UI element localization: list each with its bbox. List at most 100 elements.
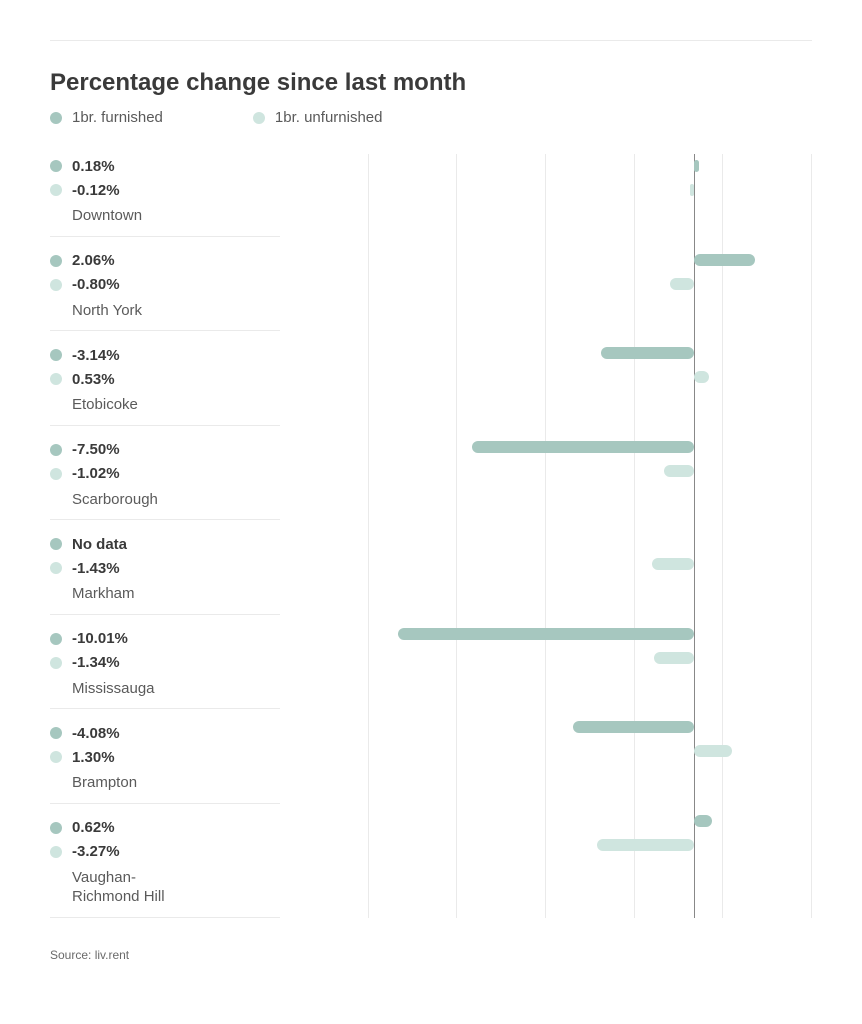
labels-column: 0.18%-0.12%Downtown2.06%-0.80%North York… bbox=[50, 154, 280, 918]
bar-row-furnished bbox=[280, 622, 812, 646]
region-labels: 0.18%-0.12%Downtown bbox=[50, 154, 280, 237]
bar-row-furnished bbox=[280, 154, 812, 178]
bar-furnished bbox=[398, 628, 694, 640]
value-text: -4.08% bbox=[72, 725, 120, 742]
region-labels: 0.62% -3.27% Vaughan-Richmond Hill bbox=[50, 804, 280, 918]
bar-unfurnished bbox=[694, 371, 710, 383]
region-bars: Etobicoke bbox=[280, 329, 812, 423]
value-dot-icon bbox=[50, 468, 62, 480]
value-text: -10.01% bbox=[72, 630, 128, 647]
bar-unfurnished bbox=[654, 652, 694, 664]
bar-row-unfurnished bbox=[280, 365, 812, 389]
region-labels: -10.01% -1.34% Mississauga bbox=[50, 615, 280, 710]
bar-row-unfurnished bbox=[280, 552, 812, 576]
legend-item: 1br. unfurnished bbox=[253, 109, 383, 126]
bar-row-unfurnished bbox=[280, 459, 812, 483]
bar-row-furnished bbox=[280, 435, 812, 459]
value-dot-icon bbox=[50, 349, 62, 361]
value-dot-icon bbox=[50, 373, 62, 385]
value-row-unfurnished: -3.27% bbox=[50, 840, 280, 864]
legend-dot bbox=[50, 112, 62, 124]
value-text: 0.53% bbox=[72, 371, 115, 388]
bar-row-unfurnished bbox=[280, 833, 812, 857]
value-dot-icon bbox=[50, 633, 62, 645]
value-dot-icon bbox=[50, 657, 62, 669]
region-name: Brampton bbox=[72, 773, 280, 793]
bar-furnished bbox=[573, 721, 694, 733]
legend: 1br. furnished 1br. unfurnished bbox=[50, 109, 812, 126]
region-name: Etobicoke bbox=[72, 395, 280, 415]
legend-item: 1br. furnished bbox=[50, 109, 163, 126]
value-dot-icon bbox=[50, 751, 62, 763]
value-text: -7.50% bbox=[72, 441, 120, 458]
value-row-unfurnished: -1.02% bbox=[50, 462, 280, 486]
region-name: Vaughan-Richmond Hill bbox=[72, 868, 280, 907]
legend-label: 1br. furnished bbox=[72, 109, 163, 126]
value-text: 2.06% bbox=[72, 252, 115, 269]
bar-furnished bbox=[694, 254, 755, 266]
bar-unfurnished bbox=[652, 558, 694, 570]
value-dot-icon bbox=[50, 160, 62, 172]
value-dot-icon bbox=[50, 727, 62, 739]
chart-title: Percentage change since last month bbox=[50, 69, 812, 97]
bar-row-furnished bbox=[280, 715, 812, 739]
region-labels: -7.50% -1.02% Scarborough bbox=[50, 426, 280, 521]
value-text: -1.43% bbox=[72, 560, 120, 577]
bar-furnished bbox=[694, 160, 699, 172]
value-text: -3.14% bbox=[72, 347, 120, 364]
bar-unfurnished bbox=[597, 839, 694, 851]
value-row-furnished: 0.18% bbox=[50, 154, 280, 178]
value-dot-icon bbox=[50, 255, 62, 267]
value-text: 0.62% bbox=[72, 819, 115, 836]
bar-row-unfurnished bbox=[280, 272, 812, 296]
value-row-furnished: -10.01% bbox=[50, 627, 280, 651]
region-labels: No data -1.43% Markham bbox=[50, 520, 280, 615]
value-dot-icon bbox=[50, 279, 62, 291]
region-labels: -4.08% 1.30% Brampton bbox=[50, 709, 280, 804]
region-bars: Brampton bbox=[280, 703, 812, 797]
top-rule bbox=[50, 40, 812, 41]
bar-row-unfurnished bbox=[280, 178, 812, 202]
value-row-furnished: 0.62% bbox=[50, 816, 280, 840]
bar-unfurnished bbox=[694, 745, 732, 757]
region-labels: -3.14% 0.53% Etobicoke bbox=[50, 331, 280, 426]
value-row-unfurnished: -0.12% bbox=[50, 178, 280, 202]
value-row-furnished: 2.06% bbox=[50, 249, 280, 273]
bar-row-unfurnished bbox=[280, 739, 812, 763]
region-name: Scarborough bbox=[72, 490, 280, 510]
source-label: Source: liv.rent bbox=[50, 948, 812, 962]
legend-dot bbox=[253, 112, 265, 124]
legend-label: 1br. unfurnished bbox=[275, 109, 383, 126]
region-bars: Mississauga bbox=[280, 610, 812, 704]
bar-furnished bbox=[472, 441, 694, 453]
region-name: Mississauga bbox=[72, 679, 280, 699]
value-text: 1.30% bbox=[72, 749, 115, 766]
bar-furnished bbox=[694, 815, 712, 827]
value-dot-icon bbox=[50, 846, 62, 858]
bar-unfurnished bbox=[664, 465, 694, 477]
bar-row-furnished bbox=[280, 341, 812, 365]
value-text: -0.12% bbox=[72, 182, 120, 199]
chart-area: 0.18%-0.12%Downtown2.06%-0.80%North York… bbox=[50, 154, 812, 918]
value-dot-icon bbox=[50, 822, 62, 834]
bar-row-unfurnished bbox=[280, 646, 812, 670]
value-dot-icon bbox=[50, 184, 62, 196]
value-row-unfurnished: -1.34% bbox=[50, 651, 280, 675]
value-dot-icon bbox=[50, 538, 62, 550]
value-row-furnished: -3.14% bbox=[50, 343, 280, 367]
region-bars: Vaughan-Richmond Hill bbox=[280, 797, 812, 910]
value-row-unfurnished: -0.80% bbox=[50, 273, 280, 297]
plot-rows: DowntownNorth YorkEtobicokeScarboroughMa… bbox=[280, 154, 812, 910]
value-dot-icon bbox=[50, 562, 62, 574]
value-text: -0.80% bbox=[72, 276, 120, 293]
bar-row-furnished bbox=[280, 809, 812, 833]
region-labels: 2.06%-0.80%North York bbox=[50, 237, 280, 332]
bar-unfurnished bbox=[670, 278, 694, 290]
region-bars: Scarborough bbox=[280, 423, 812, 517]
bar-row-furnished bbox=[280, 528, 812, 552]
region-name: Markham bbox=[72, 584, 280, 604]
bar-unfurnished bbox=[690, 184, 694, 196]
region-bars: North York bbox=[280, 236, 812, 330]
value-row-furnished: No data bbox=[50, 532, 280, 556]
value-dot-icon bbox=[50, 444, 62, 456]
